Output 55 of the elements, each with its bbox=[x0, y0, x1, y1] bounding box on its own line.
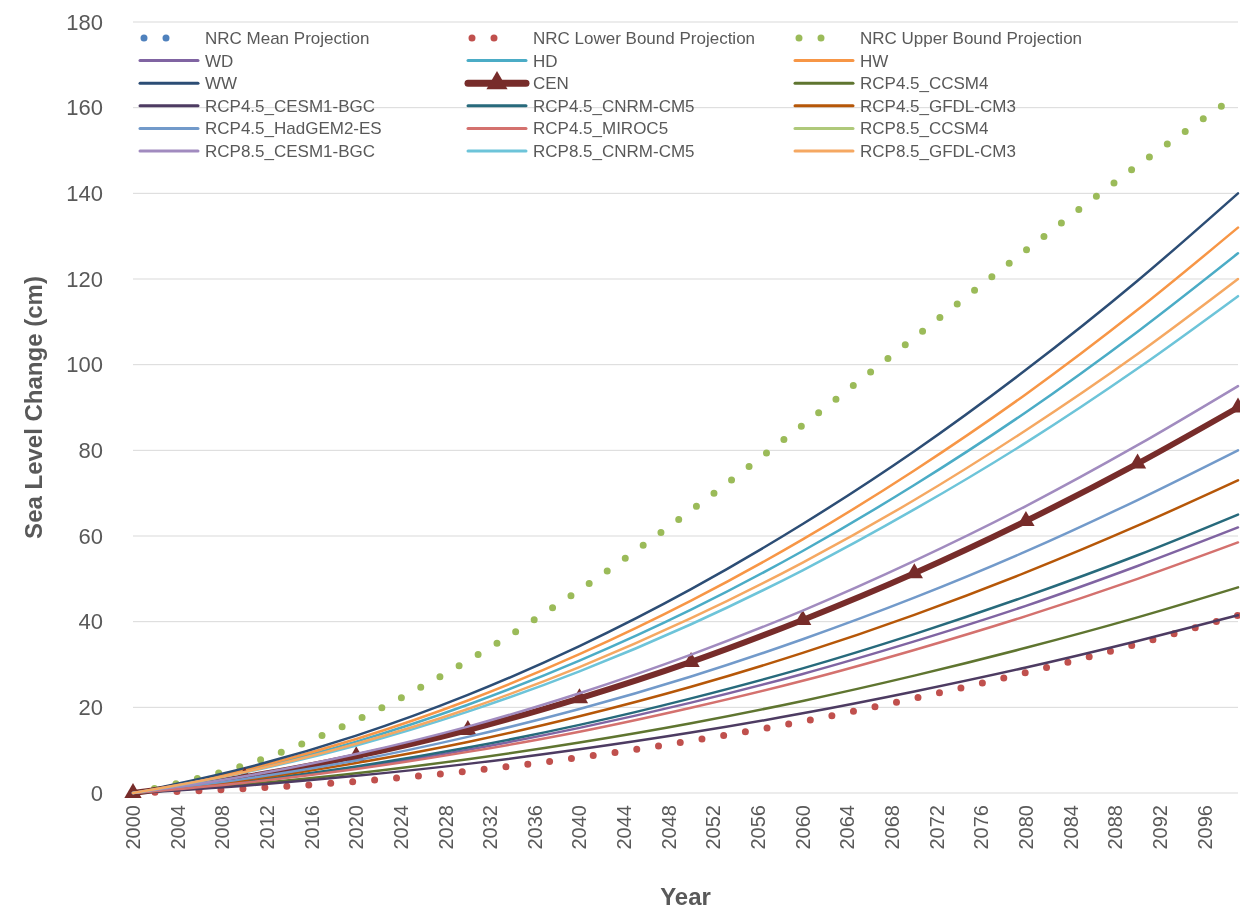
y-tick-label: 120 bbox=[66, 266, 103, 292]
legend-label: CEN bbox=[533, 74, 569, 94]
x-tick-label: 2088 bbox=[1104, 805, 1127, 850]
x-tick-label: 2048 bbox=[657, 805, 680, 850]
x-tick-label: 2068 bbox=[880, 805, 903, 850]
x-tick-label: 2024 bbox=[389, 805, 412, 850]
y-tick-label: 140 bbox=[66, 181, 103, 207]
x-tick-label: 2020 bbox=[345, 805, 368, 850]
legend-label: WD bbox=[205, 51, 234, 71]
legend-label: RCP4.5_HadGEM2-ES bbox=[205, 119, 382, 139]
x-tick-label: 2036 bbox=[523, 805, 546, 850]
legend-label: RCP8.5_CNRM-CM5 bbox=[533, 141, 695, 161]
x-tick-label: 2052 bbox=[702, 805, 725, 850]
legend-label: RCP8.5_CESM1-BGC bbox=[205, 141, 376, 161]
y-tick-label: 20 bbox=[78, 695, 103, 721]
x-tick-label: 2012 bbox=[255, 805, 278, 850]
x-tick-label: 2004 bbox=[166, 805, 189, 850]
x-tick-label: 2016 bbox=[300, 805, 323, 850]
x-tick-label: 2092 bbox=[1148, 805, 1171, 850]
legend-label: HW bbox=[860, 51, 889, 71]
y-tick-label: 100 bbox=[66, 352, 103, 378]
legend-label: RCP4.5_CESM1-BGC bbox=[205, 96, 376, 116]
y-axis-title: Sea Level Change (cm) bbox=[20, 276, 47, 539]
x-tick-label: 2008 bbox=[211, 805, 234, 850]
legend-label: NRC Lower Bound Projection bbox=[533, 28, 756, 48]
legend-label: NRC Upper Bound Projection bbox=[860, 28, 1083, 48]
legend-label: RCP4.5_CCSM4 bbox=[860, 74, 989, 94]
y-tick-label: 80 bbox=[78, 438, 103, 464]
legend-label: RCP8.5_CCSM4 bbox=[860, 119, 989, 139]
legend-label: RCP4.5_GFDL-CM3 bbox=[860, 96, 1016, 116]
x-tick-label: 2064 bbox=[836, 805, 859, 850]
x-tick-label: 2080 bbox=[1014, 805, 1037, 850]
x-tick-label: 2000 bbox=[122, 805, 144, 850]
legend-label: RCP4.5_CNRM-CM5 bbox=[533, 96, 695, 116]
x-tick-label: 2044 bbox=[613, 805, 636, 850]
legend-label: RCP8.5_GFDL-CM3 bbox=[860, 141, 1016, 161]
y-tick-label: 0 bbox=[90, 780, 103, 806]
y-tick-label: 60 bbox=[78, 523, 103, 549]
x-tick-label: 2040 bbox=[568, 805, 591, 850]
x-tick-label: 2084 bbox=[1059, 805, 1082, 850]
x-tick-label: 2056 bbox=[747, 805, 770, 850]
y-tick-label: 180 bbox=[66, 9, 103, 35]
x-tick-label: 2032 bbox=[479, 805, 502, 850]
legend-label: RCP4.5_MIROC5 bbox=[533, 119, 669, 139]
x-tick-label: 2072 bbox=[925, 805, 948, 850]
x-tick-label: 2028 bbox=[434, 805, 457, 850]
legend-label: HD bbox=[533, 51, 558, 71]
legend-label: WW bbox=[205, 74, 238, 94]
legend-label: NRC Mean Projection bbox=[205, 28, 370, 48]
y-tick-label: 160 bbox=[66, 95, 103, 121]
x-tick-label: 2096 bbox=[1193, 805, 1216, 850]
y-tick-label: 40 bbox=[78, 609, 103, 635]
x-axis-title: Year bbox=[660, 883, 711, 910]
x-tick-label: 2060 bbox=[791, 805, 814, 850]
x-tick-label: 2076 bbox=[970, 805, 993, 850]
